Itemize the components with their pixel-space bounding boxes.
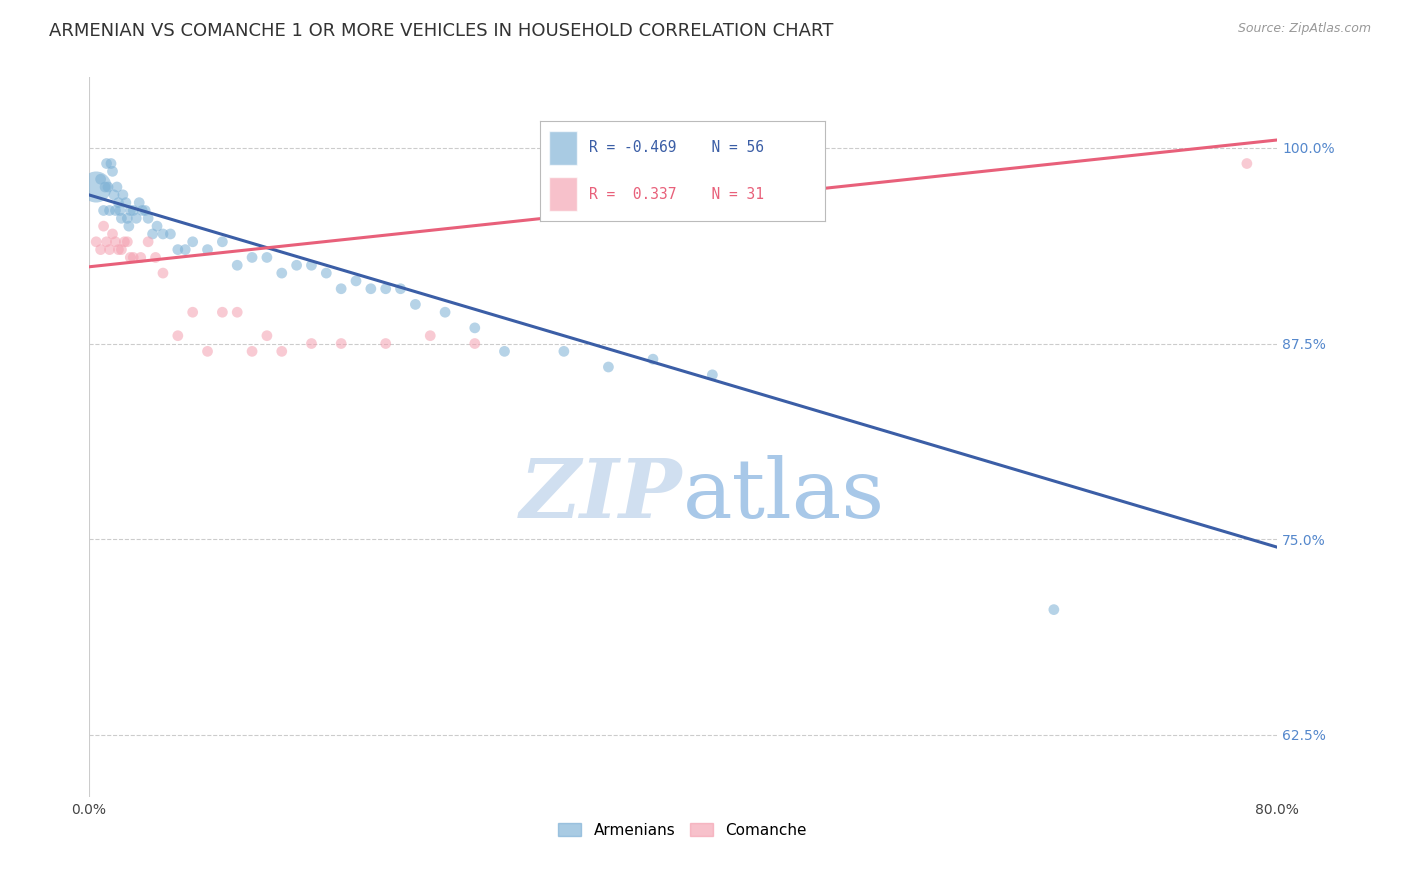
Point bbox=[330, 282, 353, 296]
Point bbox=[419, 328, 441, 343]
Point bbox=[226, 258, 249, 272]
Legend: Armenians, Comanche: Armenians, Comanche bbox=[553, 816, 813, 844]
Point bbox=[374, 282, 396, 296]
Point bbox=[270, 266, 292, 280]
Point bbox=[285, 258, 308, 272]
Point bbox=[152, 227, 174, 241]
Point bbox=[174, 243, 197, 257]
Point bbox=[117, 211, 139, 226]
Point bbox=[389, 282, 412, 296]
Point bbox=[122, 251, 145, 265]
Point bbox=[111, 187, 134, 202]
Point bbox=[96, 156, 118, 170]
Point bbox=[641, 352, 664, 367]
Point bbox=[131, 203, 153, 218]
Point bbox=[107, 243, 129, 257]
Point bbox=[197, 243, 219, 257]
Point bbox=[84, 235, 107, 249]
Point bbox=[105, 180, 128, 194]
Point bbox=[256, 328, 278, 343]
Point bbox=[166, 243, 188, 257]
Text: atlas: atlas bbox=[683, 455, 884, 535]
Point bbox=[145, 251, 167, 265]
Point bbox=[598, 359, 620, 374]
Point bbox=[90, 243, 112, 257]
Point bbox=[104, 235, 127, 249]
Point bbox=[301, 258, 323, 272]
Point bbox=[142, 227, 165, 241]
Point bbox=[115, 195, 138, 210]
Point bbox=[125, 211, 148, 226]
Text: Source: ZipAtlas.com: Source: ZipAtlas.com bbox=[1237, 22, 1371, 36]
Point bbox=[93, 219, 115, 234]
Point bbox=[117, 235, 139, 249]
Point bbox=[134, 203, 156, 218]
Point bbox=[494, 344, 516, 359]
Point bbox=[464, 321, 486, 335]
Point bbox=[104, 203, 127, 218]
Point bbox=[101, 227, 124, 241]
Point bbox=[270, 344, 292, 359]
Point bbox=[197, 344, 219, 359]
Point bbox=[315, 266, 337, 280]
Point bbox=[166, 328, 188, 343]
Point bbox=[120, 251, 142, 265]
Point bbox=[122, 203, 145, 218]
Point bbox=[344, 274, 367, 288]
Point bbox=[93, 203, 115, 218]
Point bbox=[110, 211, 132, 226]
Point bbox=[118, 219, 141, 234]
Point bbox=[256, 251, 278, 265]
Point bbox=[434, 305, 457, 319]
Point bbox=[128, 195, 150, 210]
Point bbox=[84, 180, 107, 194]
Point bbox=[136, 211, 159, 226]
Point bbox=[108, 203, 131, 218]
Point bbox=[98, 203, 121, 218]
Point bbox=[90, 172, 112, 186]
Point bbox=[360, 282, 382, 296]
Point bbox=[159, 227, 181, 241]
Point bbox=[226, 305, 249, 319]
Point bbox=[120, 203, 142, 218]
Point bbox=[404, 297, 426, 311]
Point bbox=[110, 243, 132, 257]
Point bbox=[553, 344, 575, 359]
Point bbox=[98, 243, 121, 257]
Point bbox=[240, 344, 263, 359]
Point bbox=[107, 195, 129, 210]
Point bbox=[101, 164, 124, 178]
Point bbox=[374, 336, 396, 351]
Point bbox=[301, 336, 323, 351]
Point bbox=[96, 235, 118, 249]
Point bbox=[240, 251, 263, 265]
Point bbox=[152, 266, 174, 280]
Text: ZIP: ZIP bbox=[520, 455, 683, 535]
Point bbox=[100, 156, 122, 170]
Point bbox=[97, 180, 120, 194]
Point bbox=[94, 180, 117, 194]
Point bbox=[136, 235, 159, 249]
Point bbox=[112, 235, 135, 249]
Point bbox=[181, 305, 204, 319]
Point bbox=[181, 235, 204, 249]
Point bbox=[1236, 156, 1258, 170]
Text: ARMENIAN VS COMANCHE 1 OR MORE VEHICLES IN HOUSEHOLD CORRELATION CHART: ARMENIAN VS COMANCHE 1 OR MORE VEHICLES … bbox=[49, 22, 834, 40]
Point bbox=[211, 235, 233, 249]
Point bbox=[146, 219, 169, 234]
Point bbox=[211, 305, 233, 319]
Point bbox=[464, 336, 486, 351]
Point bbox=[702, 368, 724, 382]
Point bbox=[129, 251, 152, 265]
Point bbox=[1043, 602, 1066, 616]
Point bbox=[330, 336, 353, 351]
Point bbox=[103, 187, 125, 202]
